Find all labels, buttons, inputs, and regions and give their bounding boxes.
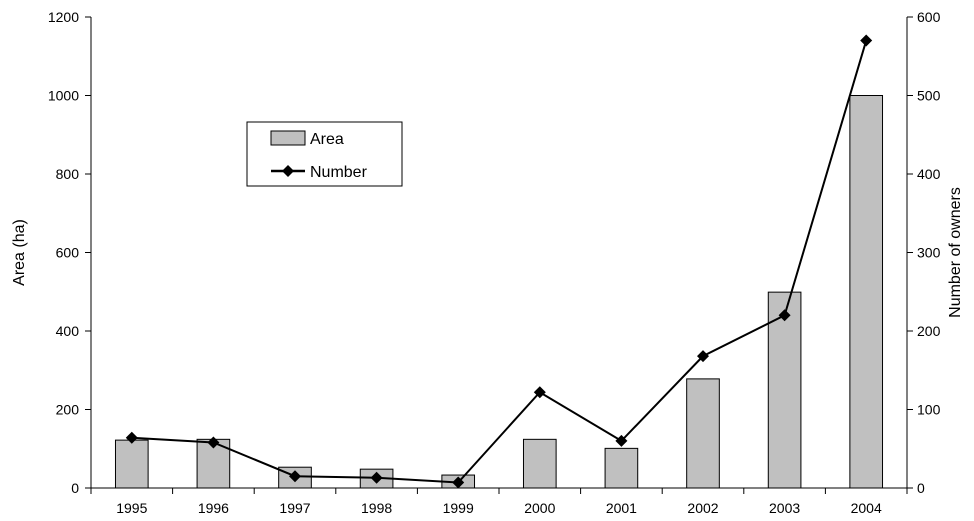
x-tick-label: 2004 [851,500,882,516]
y-tick-label-right: 100 [917,402,941,418]
x-tick-label: 1995 [116,500,147,516]
y-tick-label-left: 800 [56,166,80,182]
x-tick-label: 1996 [198,500,229,516]
series-line-number [131,40,868,484]
point-number [289,470,301,483]
bar-area [522,438,557,489]
line-series-layer [125,34,873,489]
legend-number-label: Number [310,164,368,181]
y-axis-title-left: Area (ha) [11,219,28,286]
point-number [533,386,546,399]
x-tick-label: 2001 [606,500,637,516]
x-tick-label: 1998 [361,500,392,516]
point-number [207,436,220,449]
x-tick-label: 1997 [279,500,310,516]
point-number [370,471,383,484]
y-tick-label-left: 400 [56,323,80,339]
bar-area [604,447,639,489]
bar-area [849,95,884,489]
y-tick-label-right: 200 [917,323,941,339]
legend-number-marker [282,165,294,177]
bar-area [114,439,149,489]
legend: Area Number [246,121,403,187]
x-tick-label: 2000 [524,500,555,516]
y-tick-label-left: 1200 [48,9,79,25]
point-number [778,309,791,322]
x-tick-label: 2003 [769,500,800,516]
y-tick-label-right: 400 [917,166,941,182]
ticks-layer: 0 200 400 600 800 1000 1200 0 100 200 300 400 500 600… [48,9,941,516]
point-number [452,476,465,489]
x-tick-label: 1999 [443,500,474,516]
point-number [125,431,138,444]
bars-layer [114,95,884,489]
y-tick-label-right: 500 [917,88,941,104]
y-tick-label-left: 600 [56,245,80,261]
y-tick-label-left: 0 [71,480,79,496]
x-tick-label: 2002 [687,500,718,516]
y-tick-label-left: 1000 [48,88,79,104]
bar-area [686,378,720,489]
y-tick-label-left: 200 [56,402,80,418]
y-tick-label-right: 0 [917,480,925,496]
y-tick-label-right: 300 [917,245,941,261]
point-number [860,34,873,47]
legend-area-swatch [270,130,306,146]
y-axis-title-right: Number of owners [947,187,964,318]
y-tick-label-right: 600 [917,9,941,25]
point-number [697,350,709,363]
legend-area-label: Area [310,131,344,148]
point-number [615,434,628,447]
